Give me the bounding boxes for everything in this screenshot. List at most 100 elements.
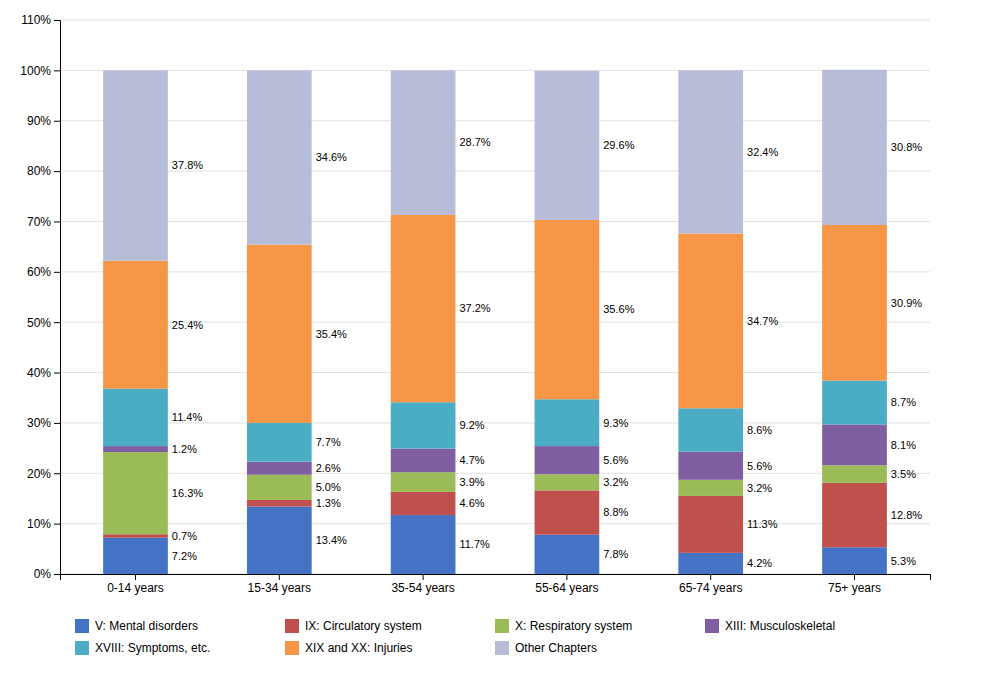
data-label: 13.4% [316,534,347,546]
data-label: 28.7% [459,136,490,148]
y-axis: 0%10%20%30%40%50%60%70%80%90%100%110% [20,13,60,581]
data-label: 37.8% [172,159,203,171]
data-label: 34.6% [316,151,347,163]
grid-line [60,372,930,373]
tick-label: 15-34 years [248,581,311,595]
data-label: 4.6% [459,497,484,509]
data-label: 8.1% [891,439,916,451]
bar-segment [247,500,312,507]
tick: 65-74 years [679,574,742,595]
tick: 0% [34,567,60,581]
data-labels: 7.2%13.4%11.7%7.8%4.2%5.3%0.7%1.3%4.6%8.… [172,136,922,569]
tick-label: 70% [27,215,51,229]
grid-line [60,271,930,272]
data-label: 3.9% [459,476,484,488]
series [103,507,887,574]
bar-segment [247,462,312,475]
bar-segment [103,70,168,260]
bar-segment [822,225,887,381]
legend-item: Other Chapters [495,641,597,655]
bar-segment [103,389,168,446]
tick-mark [54,121,60,122]
axis-line [61,575,931,581]
data-label: 9.2% [459,419,484,431]
tick-mark [279,574,280,580]
tick-mark [54,473,60,474]
bar-segment [247,245,312,423]
bar-segment [391,449,456,473]
data-label: 3.2% [747,482,772,494]
data-label: 2.6% [316,462,341,474]
legend-swatch [75,619,89,633]
tick-label: 80% [27,164,51,178]
data-label: 11.3% [747,518,778,530]
bar-segment [535,490,600,534]
bar-segment [822,483,887,547]
bar-segment [103,446,168,452]
tick-label: 65-74 years [679,581,742,595]
tick: 110% [21,13,60,27]
data-label: 5.6% [747,460,772,472]
bar-segment [678,553,743,574]
tick: 10% [27,517,60,531]
series [103,381,887,462]
legend-swatch [495,619,509,633]
grid-line [60,20,930,21]
bar-segment [535,474,600,490]
bar-segment [535,535,600,574]
data-label: 7.2% [172,550,197,562]
bar-segment [391,215,456,402]
series [103,215,887,423]
tick: 35-54 years [391,574,454,595]
tick-mark [135,574,136,580]
tick: 20% [27,467,60,481]
data-label: 11.7% [459,538,490,550]
bar-segment [822,381,887,425]
tick-mark [566,574,567,580]
tick: 50% [27,316,60,330]
data-label: 5.0% [316,481,341,493]
data-label: 35.6% [603,303,634,315]
data-label: 7.7% [316,436,341,448]
legend-label: XIII: Musculoskeletal [725,619,835,633]
legend-item: V: Mental disorders [75,619,198,633]
data-label: 8.6% [747,424,772,436]
legend-item: XVIII: Symptoms, etc. [75,641,210,655]
bar-segment [247,507,312,574]
data-label: 12.8% [891,509,922,521]
tick-mark [54,524,60,525]
data-label: 11.4% [172,411,203,423]
data-label: 8.8% [603,506,628,518]
tick-mark [710,574,711,580]
tick: 75+ years [828,574,881,595]
bar-segment [678,234,743,409]
data-label: 30.9% [891,297,922,309]
bar-segment [391,492,456,515]
grid [60,20,930,574]
data-label: 5.3% [891,555,916,567]
bar-segment [247,423,312,462]
tick-label: 100% [20,64,51,78]
legend-swatch [75,641,89,655]
bar-segment [678,480,743,496]
bar-segment [535,446,600,474]
tick: 70% [27,215,60,229]
legend-label: XVIII: Symptoms, etc. [95,641,210,655]
bar-segment [103,261,168,389]
legend-item: XIX and XX: Injuries [285,641,412,655]
bar-segment [678,408,743,451]
data-label: 0.7% [172,530,197,542]
tick-mark [54,272,60,273]
grid-line [60,70,930,71]
data-label: 4.7% [459,454,484,466]
data-label: 3.5% [891,468,916,480]
bar-segment [678,452,743,480]
tick-mark [423,574,424,580]
legend-label: XIX and XX: Injuries [305,641,412,655]
legend-label: V: Mental disorders [95,619,198,633]
tick-mark [54,20,60,21]
data-label: 16.3% [172,487,203,499]
grid-line [60,221,930,222]
data-label: 1.2% [172,443,197,455]
legend-item: X: Respiratory system [495,619,632,633]
